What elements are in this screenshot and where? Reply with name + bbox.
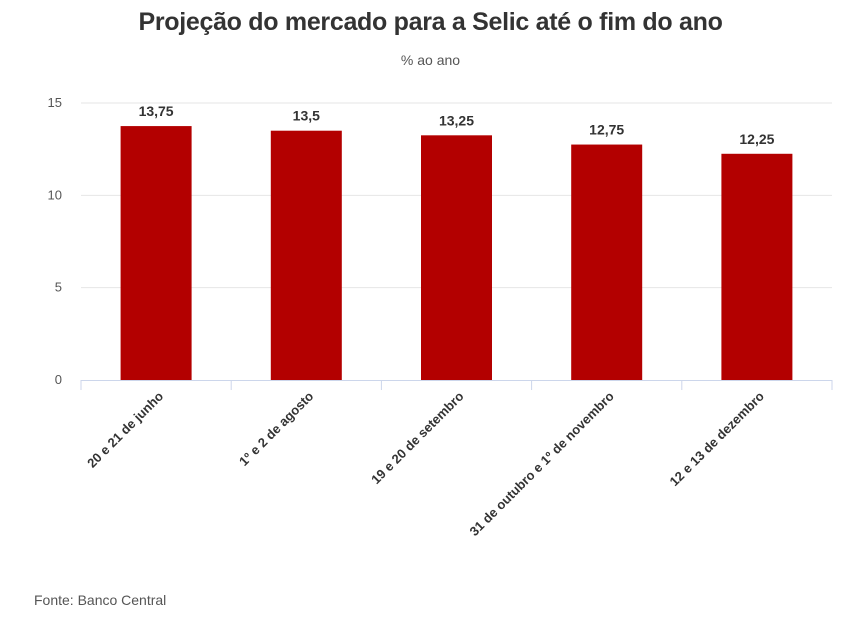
bar[interactable] (120, 126, 192, 380)
y-tick-label: 15 (48, 95, 62, 110)
x-tick-label: 19 e 20 de setembro (368, 388, 467, 487)
data-labels: 13,75 13,5 13,25 12,75 12,25 (139, 103, 775, 147)
bars (120, 126, 793, 380)
y-tick-label: 5 (55, 280, 62, 295)
y-axis-ticks: 0 5 10 15 (48, 95, 62, 387)
bar[interactable] (270, 130, 342, 380)
chart-title: Projeção do mercado para a Selic até o f… (138, 8, 723, 36)
source-note: Fonte: Banco Central (34, 592, 167, 608)
data-label: 12,75 (589, 122, 624, 138)
x-axis-labels: 20 e 21 de junho 1º e 2 de agosto 19 e 20 … (84, 388, 767, 538)
x-tick-label: 12 e 13 de dezembro (666, 388, 767, 489)
y-tick-label: 0 (55, 372, 62, 387)
bar[interactable] (421, 135, 492, 380)
data-label: 13,5 (293, 108, 320, 124)
y-tick-label: 10 (48, 187, 62, 202)
x-tick-label: 20 e 21 de junho (84, 388, 166, 470)
chart-subtitle: % ao ano (400, 52, 461, 68)
x-tick-label: 31 de outubro e 1º de novembro (466, 388, 616, 538)
bar[interactable] (571, 144, 643, 380)
data-label: 12,25 (739, 131, 774, 147)
data-label: 13,25 (439, 112, 474, 128)
data-label: 13,75 (139, 103, 174, 119)
x-tick-label: 1º e 2 de agosto (236, 388, 316, 468)
x-axis (80, 380, 833, 390)
bar[interactable] (721, 153, 793, 380)
